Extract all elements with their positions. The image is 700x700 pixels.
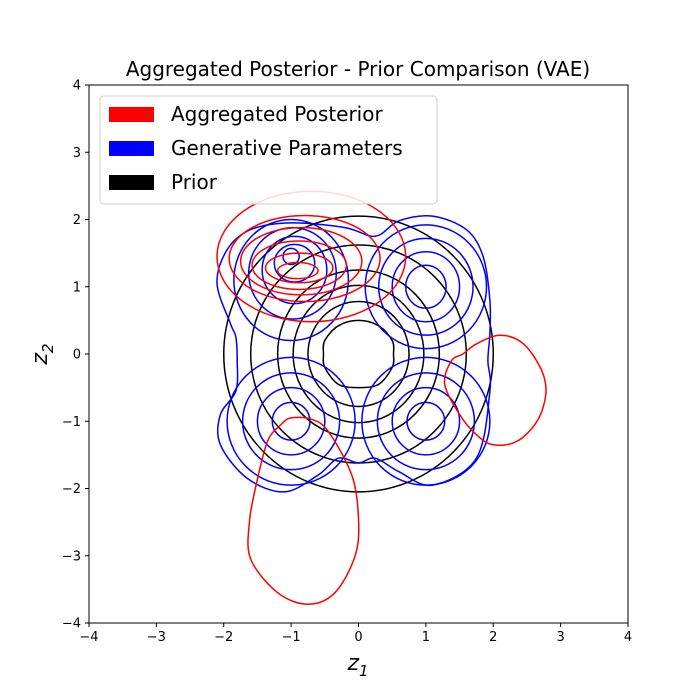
aggregated-posterior-contour-3: [239, 226, 363, 296]
y-tick-label: −1: [62, 415, 81, 430]
prior-contour-5: [307, 300, 410, 408]
generative-parameters-contour-14: [271, 401, 311, 441]
y-axis-ticks: −4 −3 −2 −1 0 1 2 3 4: [62, 79, 89, 632]
legend-label-prior: Prior: [171, 170, 218, 194]
legend-box: [99, 95, 438, 205]
aggregated-posterior-contour-2: [228, 214, 381, 303]
x-tick-label: 0: [354, 630, 362, 645]
generative-parameters-contour-6: [282, 247, 300, 266]
legend-swatch-generative-parameters: [109, 141, 154, 156]
aggregated-posterior-contour-4: [251, 240, 348, 291]
legend-items: Aggregated Posterior Generative Parameter…: [109, 102, 403, 194]
generative-parameters-contour-4: [261, 235, 328, 305]
legend-label-aggregated-posterior: Aggregated Posterior: [171, 102, 383, 126]
x-tick-label: −4: [79, 630, 98, 645]
generative-parameters-contour-2: [233, 218, 350, 342]
aggregated-posterior-contour-5: [264, 252, 334, 284]
x-axis-label: z1: [346, 651, 368, 680]
y-axis-label-subscript: 2: [39, 343, 57, 353]
prior-contour-3: [276, 269, 441, 439]
generative-parameters-contour-10: [404, 264, 447, 310]
prior-contour-1: [223, 215, 494, 493]
prior-contour-4: [292, 284, 425, 424]
legend-swatch-aggregated-posterior: [109, 107, 154, 122]
x-axis-ticks: −4 −3 −2 −1 0 1 2 3 4: [79, 623, 632, 645]
generative-parameters-contour-11: [226, 356, 356, 486]
x-tick-label: 1: [422, 630, 430, 645]
generative-parameters-contour-8: [377, 237, 474, 336]
y-axis-label-main: z: [28, 353, 53, 366]
generative-parameters-contour-12: [241, 372, 341, 471]
legend: Aggregated Posterior Generative Parameter…: [99, 95, 438, 205]
chart-title: Aggregated Posterior - Prior Comparison …: [126, 57, 590, 81]
x-tick-label: 3: [556, 630, 564, 645]
generative-parameters-contour-17: [391, 386, 461, 456]
contour-layer: [216, 190, 547, 605]
y-tick-label: 1: [73, 280, 81, 295]
x-tick-label: −3: [147, 630, 166, 645]
y-tick-label: −4: [62, 617, 81, 632]
generative-parameters-contour-15: [361, 356, 491, 486]
y-tick-label: 4: [73, 79, 81, 94]
y-tick-label: 0: [73, 348, 81, 363]
generative-parameters-contour-16: [376, 372, 476, 471]
legend-label-generative-parameters: Generative Parameters: [171, 136, 403, 160]
x-axis-label-main: z: [346, 651, 359, 676]
aggregated-posterior-contour-6: [276, 261, 319, 280]
x-tick-label: 4: [624, 630, 632, 645]
x-tick-label: 2: [489, 630, 497, 645]
y-tick-label: 2: [73, 213, 81, 228]
legend-swatch-prior: [109, 175, 154, 190]
prior-contour-6: [322, 319, 395, 389]
aggregated-posterior-contour-8: [247, 416, 360, 605]
x-tick-label: −2: [214, 630, 233, 645]
generative-parameters-contour-9: [391, 251, 461, 323]
generative-parameters-contour-18: [406, 401, 446, 441]
x-tick-label: −1: [282, 630, 301, 645]
y-axis-label: z2: [28, 343, 57, 365]
generative-parameters-contour-1: [216, 215, 492, 493]
y-tick-label: 3: [73, 146, 81, 161]
generative-parameters-contour-13: [256, 386, 326, 456]
aggregated-posterior-contour-7: [443, 334, 547, 447]
y-tick-label: −2: [62, 482, 81, 497]
generative-parameters-contour-7: [364, 224, 488, 350]
series-aggregated-posterior: [216, 190, 547, 605]
x-axis-label-subscript: 1: [359, 662, 369, 680]
y-tick-label: −3: [62, 549, 81, 564]
